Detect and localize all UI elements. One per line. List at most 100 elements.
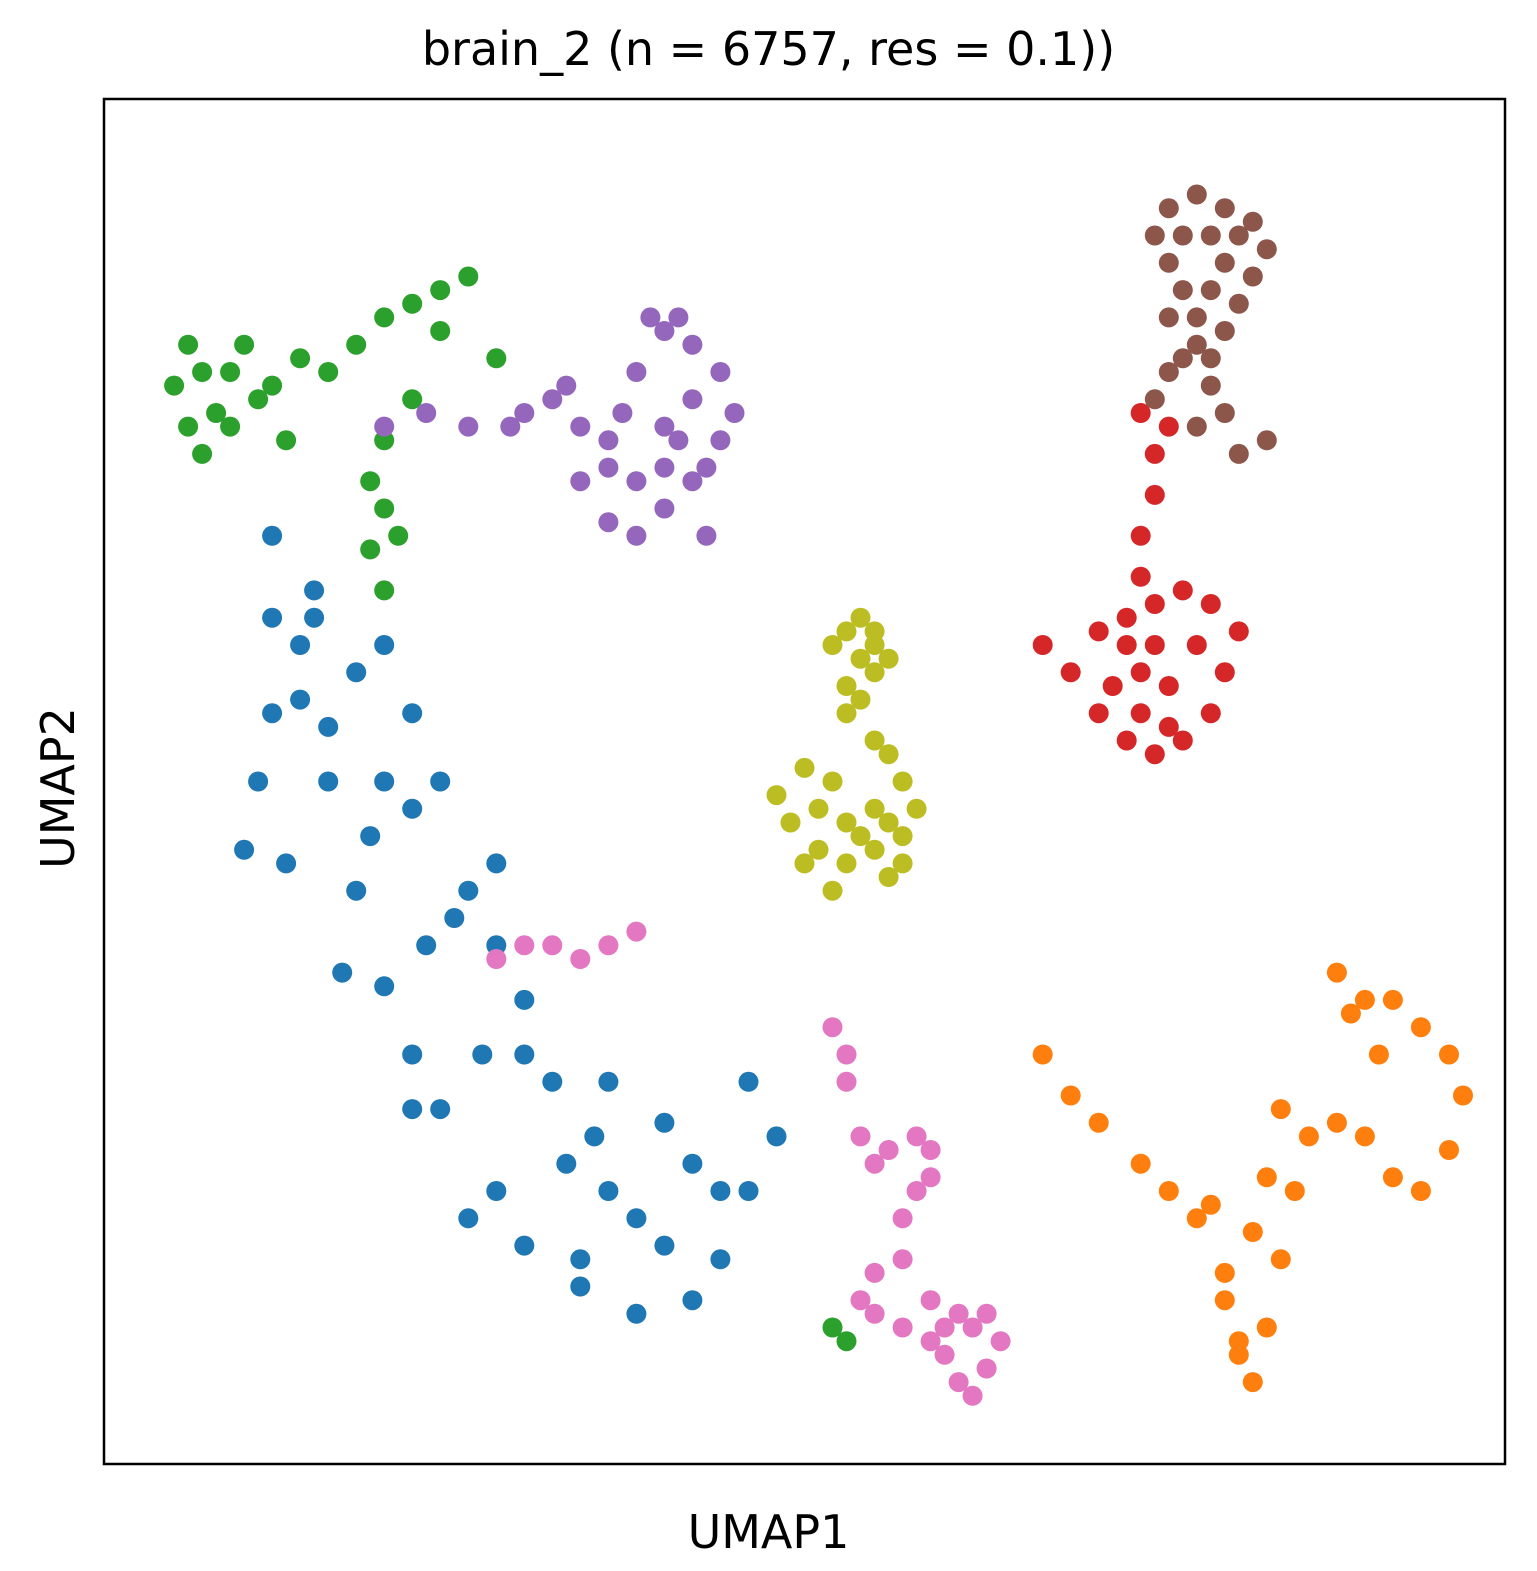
data-point xyxy=(1186,184,1207,205)
data-point xyxy=(374,430,395,451)
data-point xyxy=(626,921,647,942)
data-point xyxy=(1172,348,1193,369)
data-point xyxy=(346,334,367,355)
x-axis-label: UMAP1 xyxy=(687,1505,850,1559)
data-point xyxy=(710,1249,731,1270)
data-point xyxy=(360,539,381,560)
data-point xyxy=(332,962,353,983)
data-point xyxy=(934,1344,955,1365)
data-point xyxy=(850,648,871,669)
data-point xyxy=(878,812,899,833)
data-point xyxy=(402,703,423,724)
data-point xyxy=(1130,525,1151,546)
data-point xyxy=(1032,635,1053,655)
data-point xyxy=(864,730,885,751)
data-point xyxy=(990,1331,1011,1352)
data-point xyxy=(556,1153,577,1174)
data-point xyxy=(486,853,507,874)
data-point xyxy=(1172,580,1193,601)
series-1 xyxy=(1032,962,1473,1393)
data-point xyxy=(290,635,311,655)
data-point xyxy=(1410,1181,1431,1201)
data-point xyxy=(1200,594,1221,614)
data-point xyxy=(486,348,507,369)
data-point xyxy=(948,1303,969,1324)
data-point xyxy=(1200,280,1221,301)
data-point xyxy=(458,266,479,287)
data-point xyxy=(864,662,885,683)
data-point xyxy=(346,880,367,901)
data-point xyxy=(864,635,885,655)
data-point xyxy=(892,771,913,792)
data-point xyxy=(1158,198,1179,219)
data-point xyxy=(612,403,633,423)
data-point xyxy=(724,403,745,423)
data-point xyxy=(542,389,563,410)
data-point xyxy=(1354,989,1375,1010)
data-point xyxy=(640,307,661,328)
data-point xyxy=(850,826,871,847)
data-point xyxy=(1088,703,1109,724)
data-point xyxy=(178,334,199,355)
data-point xyxy=(1144,225,1165,246)
data-point xyxy=(570,1249,591,1270)
data-point xyxy=(738,1071,759,1092)
data-point xyxy=(920,1140,941,1160)
data-point xyxy=(570,1276,591,1297)
data-point xyxy=(822,1017,843,1038)
data-point xyxy=(374,580,395,601)
points-layer xyxy=(164,184,1473,1406)
data-point xyxy=(1102,676,1123,696)
data-point xyxy=(696,457,717,478)
data-point xyxy=(514,989,535,1010)
data-point xyxy=(794,853,815,874)
data-point xyxy=(696,525,717,546)
data-point xyxy=(388,525,409,546)
data-point xyxy=(1270,1249,1291,1270)
data-point xyxy=(878,867,899,887)
data-point xyxy=(430,771,451,792)
data-point xyxy=(458,416,479,437)
data-point xyxy=(206,403,227,423)
data-point xyxy=(682,1153,703,1174)
data-point xyxy=(430,321,451,341)
data-point xyxy=(1228,225,1249,246)
data-point xyxy=(1158,307,1179,328)
data-point xyxy=(1032,1044,1053,1065)
data-point xyxy=(1256,239,1277,260)
data-point xyxy=(542,1071,563,1092)
data-point xyxy=(374,307,395,328)
data-point xyxy=(1214,1262,1235,1283)
data-point xyxy=(1088,1112,1109,1133)
data-point xyxy=(1242,1372,1263,1393)
data-point xyxy=(836,812,857,833)
data-point xyxy=(514,935,535,956)
data-point xyxy=(1116,730,1137,751)
data-point xyxy=(276,430,297,451)
data-point xyxy=(892,826,913,847)
plot-frame xyxy=(102,97,1507,1466)
data-point xyxy=(1298,1126,1319,1147)
data-point xyxy=(626,1208,647,1229)
data-point xyxy=(1186,1208,1207,1229)
data-point xyxy=(248,389,269,410)
data-point xyxy=(850,1290,871,1311)
data-point xyxy=(1130,403,1151,423)
data-point xyxy=(654,457,675,478)
data-point xyxy=(1200,703,1221,724)
data-point xyxy=(654,1112,675,1133)
data-point xyxy=(682,389,703,410)
data-point xyxy=(374,416,395,437)
data-point xyxy=(1130,1153,1151,1174)
data-point xyxy=(486,949,507,969)
data-point xyxy=(570,471,591,492)
data-point xyxy=(290,348,311,369)
data-point xyxy=(1242,1222,1263,1242)
data-point xyxy=(192,443,213,464)
data-point xyxy=(1200,1194,1221,1215)
data-point xyxy=(780,812,801,833)
data-point xyxy=(1144,443,1165,464)
data-point xyxy=(1172,280,1193,301)
data-point xyxy=(360,826,381,847)
data-point xyxy=(836,853,857,874)
